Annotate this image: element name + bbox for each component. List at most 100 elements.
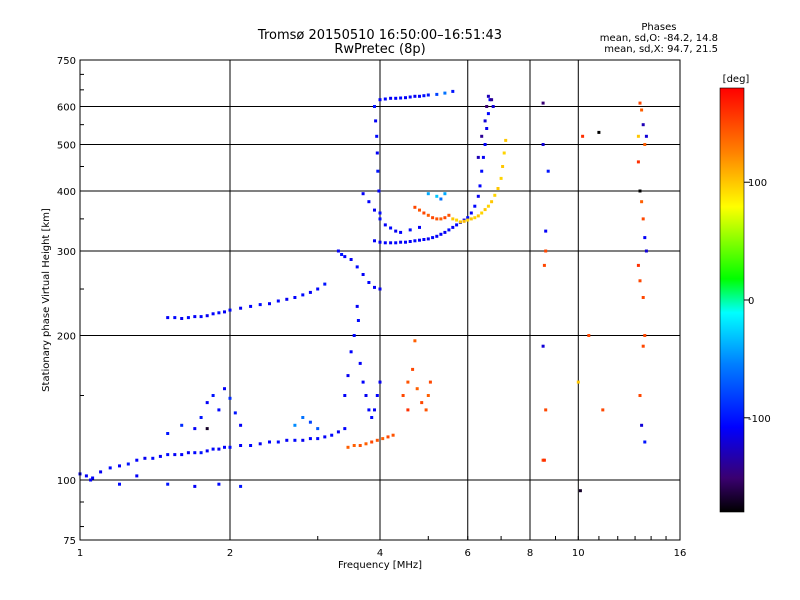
data-point-172 [367, 408, 371, 412]
data-point-237 [587, 334, 591, 337]
colorbar-tick-label-0: 100 [748, 178, 767, 189]
data-point-191 [193, 484, 197, 488]
data-point-236 [581, 134, 585, 138]
data-point-125 [455, 218, 459, 222]
data-point-55 [228, 308, 232, 312]
data-point-18 [211, 447, 215, 451]
data-point-217 [399, 230, 403, 234]
colorbar [720, 88, 744, 512]
data-point-89 [435, 234, 439, 238]
data-point-135 [490, 200, 494, 204]
data-point-233 [544, 249, 548, 253]
data-point-188 [118, 482, 121, 486]
data-point-13 [180, 453, 184, 457]
data-point-235 [578, 489, 582, 493]
data-point-49 [193, 315, 197, 319]
data-point-37 [352, 444, 356, 447]
data-point-124 [451, 217, 455, 221]
data-point-36 [346, 445, 350, 449]
data-point-22 [239, 444, 243, 447]
data-point-231 [541, 344, 545, 348]
data-point-151 [422, 94, 426, 98]
data-point-223 [443, 192, 447, 196]
data-point-9 [151, 456, 155, 460]
data-point-202 [228, 396, 232, 400]
data-point-122 [443, 216, 447, 220]
data-point-129 [469, 217, 473, 221]
data-point-84 [413, 239, 417, 243]
data-point-123 [447, 213, 451, 217]
data-point-30 [308, 437, 312, 441]
y-tick-label-5: 500 [57, 141, 76, 152]
data-point-53 [217, 311, 221, 315]
data-point-139 [501, 165, 505, 168]
data-point-221 [435, 194, 439, 198]
data-point-19 [217, 447, 221, 451]
data-point-248 [643, 236, 647, 240]
y-tick-label-6: 600 [57, 103, 76, 114]
data-point-66 [323, 282, 327, 286]
data-point-214 [383, 223, 387, 227]
data-point-39 [364, 442, 368, 446]
data-point-165 [349, 350, 353, 354]
data-point-120 [435, 217, 439, 221]
data-point-208 [308, 420, 312, 424]
data-point-8 [143, 456, 147, 460]
data-point-34 [336, 430, 340, 434]
data-point-63 [301, 293, 305, 297]
data-point-154 [443, 91, 447, 95]
data-point-97 [466, 216, 470, 220]
data-point-259 [644, 134, 648, 138]
data-point-215 [389, 226, 393, 230]
data-point-242 [641, 123, 645, 127]
data-point-56 [239, 306, 243, 310]
data-point-213 [378, 217, 382, 221]
data-point-186 [413, 339, 417, 343]
data-point-130 [473, 216, 477, 220]
data-point-20 [223, 445, 226, 449]
data-point-78 [383, 241, 387, 245]
data-point-76 [373, 239, 376, 243]
colorbar-tick-label-2: -100 [748, 414, 771, 425]
phase-stats-heading: Phases [641, 22, 677, 33]
data-point-192 [217, 482, 221, 486]
data-point-144 [389, 96, 393, 100]
y-axis: 75 100 200 300 400 500 600 750 [57, 56, 84, 547]
data-point-114 [491, 105, 495, 108]
data-point-254 [641, 344, 645, 348]
data-point-205 [205, 427, 209, 431]
data-point-148 [408, 95, 412, 99]
data-point-93 [451, 225, 455, 229]
data-point-112 [486, 94, 490, 98]
data-point-146 [399, 96, 403, 100]
data-point-203 [233, 411, 237, 415]
data-point-116 [418, 208, 421, 212]
data-point-109 [480, 134, 484, 138]
data-point-176 [378, 380, 382, 384]
data-point-41 [375, 438, 379, 442]
data-point-149 [413, 94, 417, 98]
data-point-253 [643, 334, 647, 337]
data-point-101 [478, 184, 482, 188]
data-point-240 [638, 101, 642, 105]
x-axis-label: Frequency [MHz] [338, 560, 422, 571]
data-point-160 [376, 169, 380, 173]
data-point-234 [576, 380, 580, 384]
y-tick-label-3: 300 [57, 247, 76, 258]
data-point-98 [469, 211, 473, 215]
data-point-83 [408, 240, 412, 243]
data-point-218 [408, 228, 412, 232]
data-point-21 [228, 445, 232, 449]
x-tick-label-4: 8 [527, 548, 533, 559]
grid-lines [79, 59, 681, 541]
data-point-104 [483, 143, 487, 146]
data-point-7 [135, 458, 139, 462]
data-point-87 [426, 237, 430, 241]
data-point-33 [330, 433, 334, 437]
data-point-43 [386, 435, 390, 439]
data-point-54 [223, 310, 226, 314]
data-point-10 [158, 454, 162, 458]
data-point-28 [293, 438, 297, 442]
data-point-14 [186, 451, 190, 455]
data-point-229 [542, 458, 546, 462]
